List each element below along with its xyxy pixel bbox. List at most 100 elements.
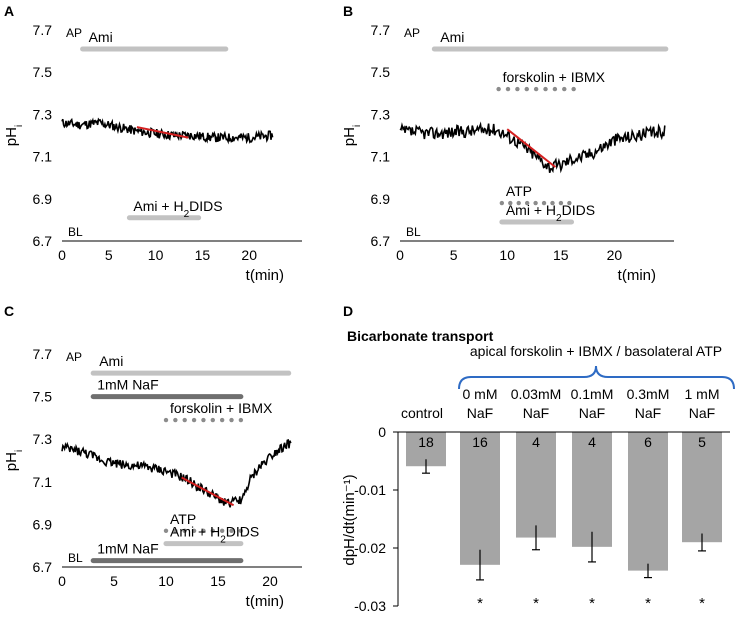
y-axis-label-main: pH (3, 127, 20, 146)
treatment-label: Ami + H2DIDS (506, 202, 595, 224)
x-tick-label: 15 (210, 573, 226, 589)
treatment-dot (210, 528, 215, 533)
y-axis-label: pHi (341, 125, 363, 146)
treatment-label: ATP (506, 183, 532, 199)
treatment-label-main: Ami + H (170, 524, 220, 540)
x-tick-label: 0 (396, 247, 404, 263)
regression-line (181, 476, 235, 507)
apical-label: AP (66, 350, 82, 364)
y-tick-label: 7.3 (33, 431, 53, 447)
sample-size-label: 5 (698, 434, 706, 450)
treatment-dot (533, 200, 538, 206)
y-tick-label: 7.1 (33, 474, 53, 490)
y-tick-label: 6.7 (371, 233, 391, 249)
apical-label: AP (66, 26, 82, 40)
apical-label: AP (404, 26, 420, 40)
treatment-label-subscript: 2 (556, 213, 562, 224)
treatment-dot (562, 86, 567, 92)
y-tick-label: 6.7 (33, 233, 53, 249)
treatment-dot (571, 86, 576, 92)
x-tick-label: 20 (262, 573, 278, 589)
treatment-dot (516, 200, 521, 206)
x-axis-label: t(min) (246, 593, 284, 610)
panel-c: C 0 5 10 15 20 6.7 6.9 7.1 7.3 7.5 7.7 t(min) pHi AP B… (3, 303, 302, 610)
x-tick-label: 10 (499, 247, 515, 263)
treatment-dot (229, 528, 234, 533)
bar (682, 432, 722, 543)
y-tick-label: -0.03 (354, 598, 386, 614)
group-bracket (458, 365, 735, 390)
x-tick-label: 20 (241, 247, 257, 263)
regression-line (136, 126, 189, 139)
treatment-dot (163, 417, 169, 423)
sample-size-label: 4 (532, 434, 540, 450)
y-tick-label: 7.7 (33, 22, 53, 38)
treatment-label: Ami (99, 353, 123, 369)
y-tick-label: 6.7 (33, 559, 53, 575)
treatment-label-tail: DIDS (189, 198, 222, 214)
y-axis-label: pHi (3, 125, 25, 146)
group-label: apical forskolin + IBMX / basolateral AT… (470, 343, 722, 359)
treatment-label-subscript: 2 (220, 534, 226, 545)
x-tick-label: 10 (148, 247, 164, 263)
x-tick-label: 15 (195, 247, 211, 263)
treatment-dot (238, 528, 244, 533)
y-axis-label-main: pH (3, 452, 20, 471)
treatment-label: 1mM NaF (97, 541, 158, 557)
category-label: 0.3mM (627, 386, 670, 402)
ph-trace (399, 121, 666, 174)
treatment-label: Ami + H2DIDS (170, 524, 259, 546)
y-axis-label-subscript: i (14, 450, 25, 452)
treatment-dot (182, 417, 187, 423)
treatment-dot (496, 86, 501, 92)
x-tick-label: 15 (553, 247, 569, 263)
y-axis-label-subscript: i (352, 125, 363, 127)
treatment-dot (533, 86, 539, 92)
category-label: 0.1mM (571, 386, 614, 402)
treatment-dot (173, 417, 178, 423)
y-tick-label: 7.3 (33, 106, 53, 122)
basolateral-label: BL (406, 225, 421, 239)
y-tick-label: 7.7 (33, 346, 53, 362)
category-label: control (401, 405, 443, 421)
treatment-dot (173, 528, 178, 533)
panel-b: B 0 5 10 15 20 6.7 6.9 7.1 7.3 7.5 7.7 t(min) pHi AP B… (341, 3, 674, 284)
bar (460, 432, 500, 565)
treatment-dot (229, 417, 234, 423)
y-tick-label: 6.9 (33, 191, 53, 207)
treatment-dot (499, 200, 505, 206)
treatment-label: ATP (170, 511, 196, 527)
treatment-dot (550, 200, 555, 206)
treatment-dot (219, 528, 225, 533)
x-tick-label: 5 (110, 573, 118, 589)
treatment-dot (558, 200, 564, 206)
treatment-dot (191, 528, 197, 533)
y-axis-label: dpH/dt(min⁻¹) (341, 474, 358, 565)
treatment-label: forskolin + IBMX (170, 400, 273, 416)
x-axis-label: t(min) (618, 267, 656, 284)
treatment-label: Ami + H2DIDS (133, 198, 222, 220)
treatment-dot (191, 417, 197, 423)
panel-a: A 0 5 10 15 20 6.7 6.9 7.1 7.3 7.5 7.7 t(min) pHi AP B… (3, 3, 302, 284)
y-tick-label: -0.01 (354, 482, 386, 498)
y-tick-label: 7.7 (371, 22, 391, 38)
treatment-dot (182, 528, 187, 533)
ph-trace (61, 117, 274, 145)
sample-size-label: 4 (588, 434, 596, 450)
y-tick-label: 7.1 (33, 149, 53, 165)
basolateral-label: BL (68, 225, 83, 239)
panel-label-a: A (4, 3, 14, 19)
significance-marker: * (533, 595, 539, 612)
y-tick-label: 0 (378, 424, 386, 440)
treatment-label: Ami (440, 29, 464, 45)
y-tick-label: 7.5 (371, 64, 391, 80)
y-tick-label: 7.1 (371, 149, 391, 165)
treatment-dot (552, 86, 558, 92)
treatment-label: forskolin + IBMX (503, 69, 606, 85)
y-axis-label-main: pH (341, 127, 358, 146)
bar (572, 432, 612, 547)
category-label: 1 mM (685, 386, 720, 402)
category-label-unit: NaF (689, 405, 715, 421)
treatment-dot (505, 86, 511, 92)
